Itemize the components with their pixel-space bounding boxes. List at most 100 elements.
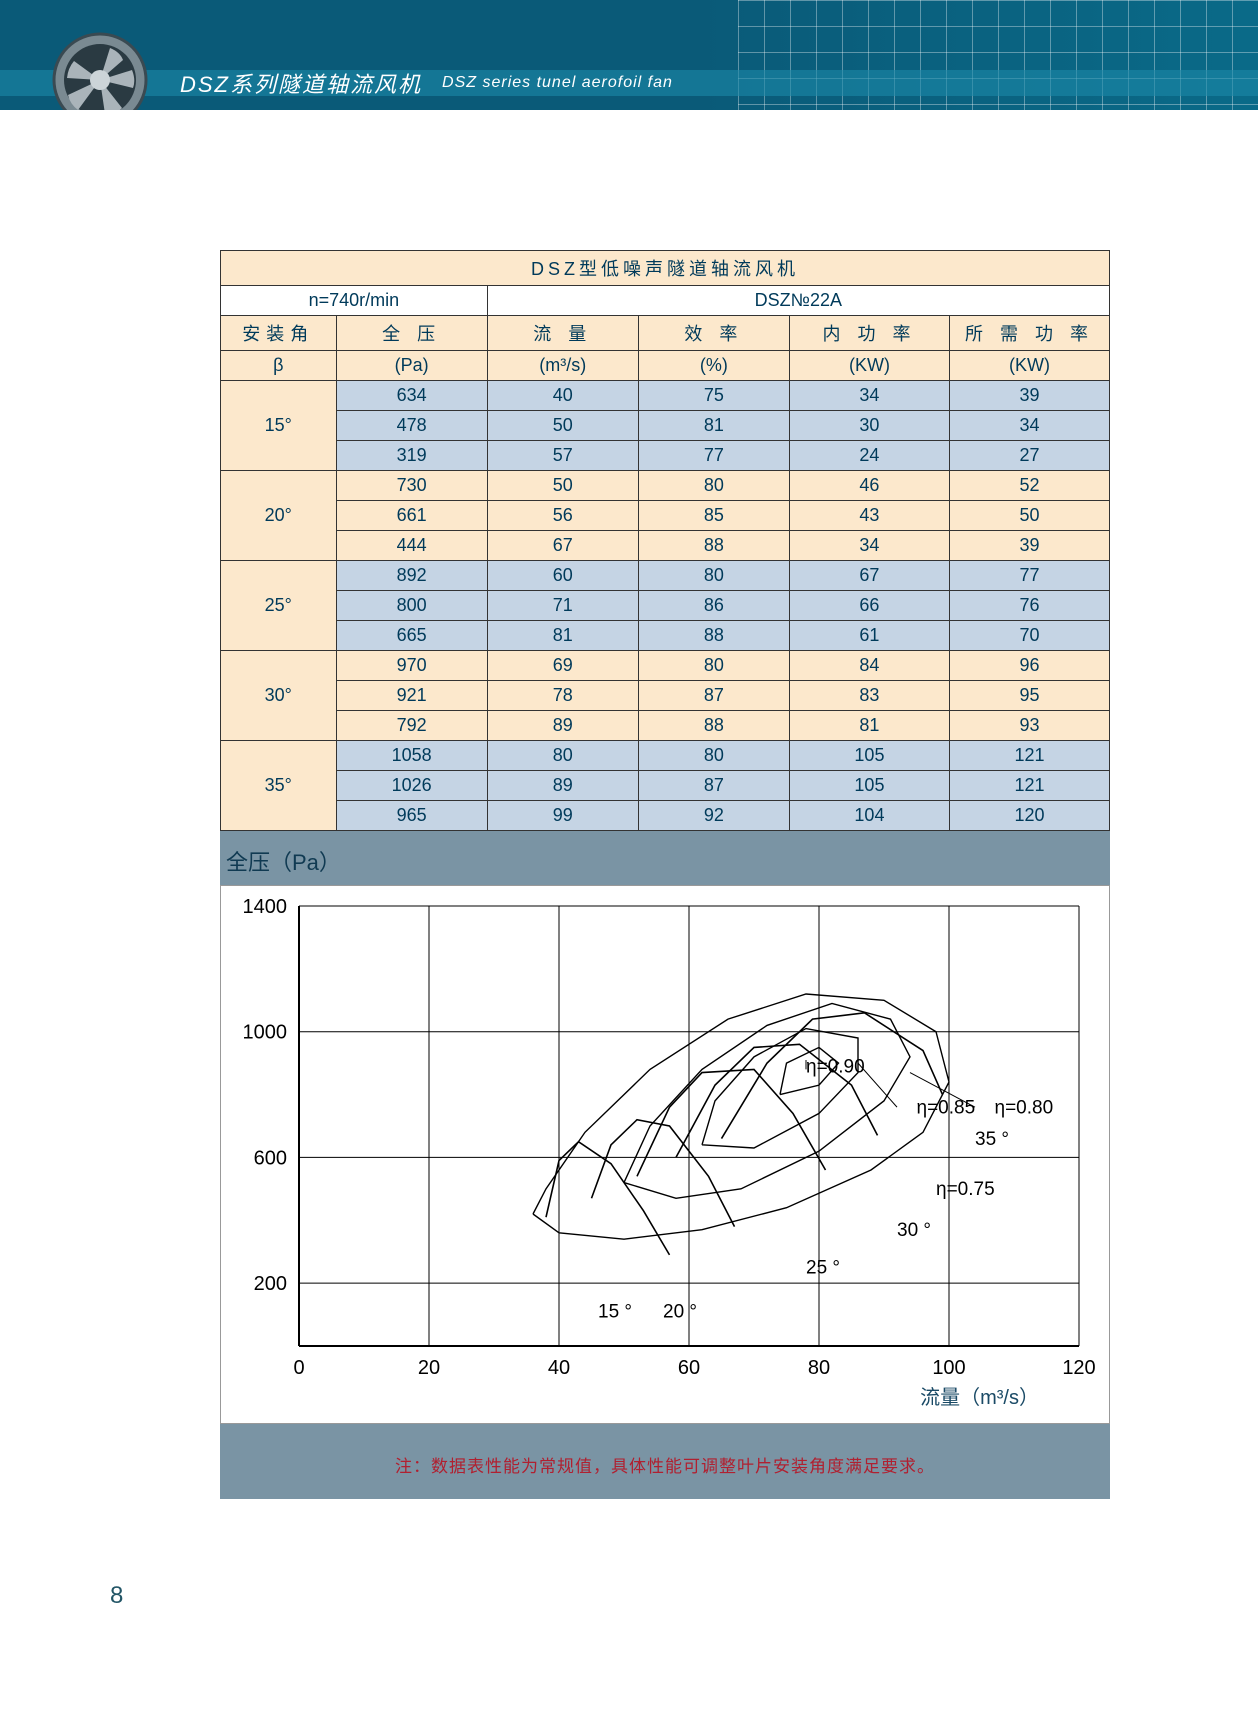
data-cell: 121 — [949, 771, 1109, 801]
col-header: 全 压 — [336, 316, 487, 351]
data-cell: 89 — [487, 771, 638, 801]
table-speed: n=740r/min — [221, 286, 488, 316]
page-number: 8 — [110, 1582, 123, 1610]
data-cell: 892 — [336, 561, 487, 591]
svg-text:40: 40 — [548, 1357, 570, 1379]
data-cell: 24 — [789, 441, 949, 471]
data-cell: 61 — [789, 621, 949, 651]
data-cell: 1058 — [336, 741, 487, 771]
table-row: 31957772427 — [221, 441, 1110, 471]
content-panel: DSZ型低噪声隧道轴流风机 n=740r/min DSZ№22A 安装角全 压流… — [220, 250, 1110, 1499]
data-cell: 444 — [336, 531, 487, 561]
data-cell: 70 — [949, 621, 1109, 651]
data-cell: 478 — [336, 411, 487, 441]
data-cell: 27 — [949, 441, 1109, 471]
data-cell: 92 — [638, 801, 789, 831]
angle-cell: 20° — [221, 471, 337, 561]
svg-text:1000: 1000 — [243, 1022, 288, 1044]
angle-cell: 35° — [221, 741, 337, 831]
svg-text:20 °: 20 ° — [663, 1302, 697, 1323]
footnote: 注：数据表性能为常规值，具体性能可调整叶片安装角度满足要求。 — [220, 1424, 1110, 1499]
svg-text:80: 80 — [808, 1357, 830, 1379]
data-cell: 34 — [789, 381, 949, 411]
data-cell: 81 — [638, 411, 789, 441]
table-row: 47850813034 — [221, 411, 1110, 441]
data-cell: 43 — [789, 501, 949, 531]
data-cell: 965 — [336, 801, 487, 831]
svg-text:0: 0 — [293, 1357, 304, 1379]
data-cell: 105 — [789, 771, 949, 801]
data-cell: 634 — [336, 381, 487, 411]
data-cell: 77 — [638, 441, 789, 471]
data-cell: 80 — [487, 741, 638, 771]
header-title-cn: DSZ系列隧道轴流风机 — [180, 67, 422, 99]
svg-text:600: 600 — [254, 1147, 287, 1169]
data-cell: 1026 — [336, 771, 487, 801]
data-cell: 40 — [487, 381, 638, 411]
data-cell: 60 — [487, 561, 638, 591]
data-cell: 52 — [949, 471, 1109, 501]
data-cell: 319 — [336, 441, 487, 471]
data-cell: 80 — [638, 741, 789, 771]
col-header: 流 量 — [487, 316, 638, 351]
data-cell: 34 — [949, 411, 1109, 441]
data-cell: 57 — [487, 441, 638, 471]
data-cell: 34 — [789, 531, 949, 561]
data-cell: 120 — [949, 801, 1109, 831]
table-row: 9659992104120 — [221, 801, 1110, 831]
table-row: 79289888193 — [221, 711, 1110, 741]
data-cell: 80 — [638, 651, 789, 681]
data-cell: 46 — [789, 471, 949, 501]
data-cell: 800 — [336, 591, 487, 621]
angle-cell: 30° — [221, 651, 337, 741]
table-row: 30°97069808496 — [221, 651, 1110, 681]
data-cell: 88 — [638, 711, 789, 741]
data-cell: 77 — [949, 561, 1109, 591]
col-header: 所 需 功 率 — [949, 316, 1109, 351]
data-cell: 104 — [789, 801, 949, 831]
svg-text:流量（m³/s）: 流量（m³/s） — [920, 1386, 1039, 1409]
svg-text:η=0.80: η=0.80 — [995, 1097, 1054, 1118]
header-title-en: DSZ series tunel aerofoil fan — [442, 74, 673, 92]
data-cell: 78 — [487, 681, 638, 711]
svg-text:20: 20 — [418, 1357, 440, 1379]
svg-text:1400: 1400 — [243, 896, 288, 918]
chart-container: 02040608010012020060010001400流量（m³/s）η=0… — [220, 885, 1110, 1424]
table-model: DSZ№22A — [487, 286, 1109, 316]
svg-text:η=0.85: η=0.85 — [917, 1097, 976, 1118]
data-cell: 85 — [638, 501, 789, 531]
data-cell: 87 — [638, 771, 789, 801]
chart-y-label: 全压（Pa） — [220, 831, 1110, 885]
data-cell: 96 — [949, 651, 1109, 681]
table-row: 92178878395 — [221, 681, 1110, 711]
table-row: 35°10588080105121 — [221, 741, 1110, 771]
svg-text:200: 200 — [254, 1273, 287, 1295]
data-cell: 87 — [638, 681, 789, 711]
col-unit: (m³/s) — [487, 351, 638, 381]
page-header: DSZ系列隧道轴流风机 DSZ series tunel aerofoil fa… — [0, 0, 1258, 110]
svg-text:35 °: 35 ° — [975, 1129, 1009, 1150]
col-header: 内 功 率 — [789, 316, 949, 351]
svg-text:η=0.90: η=0.90 — [806, 1057, 865, 1078]
data-cell: 665 — [336, 621, 487, 651]
data-cell: 88 — [638, 621, 789, 651]
svg-text:120: 120 — [1062, 1357, 1095, 1379]
data-cell: 50 — [949, 501, 1109, 531]
data-cell: 30 — [789, 411, 949, 441]
data-cell: 39 — [949, 381, 1109, 411]
data-cell: 83 — [789, 681, 949, 711]
col-unit: (Pa) — [336, 351, 487, 381]
angle-cell: 15° — [221, 381, 337, 471]
svg-text:15 °: 15 ° — [598, 1302, 632, 1323]
data-cell: 67 — [789, 561, 949, 591]
data-cell: 75 — [638, 381, 789, 411]
data-cell: 921 — [336, 681, 487, 711]
data-cell: 89 — [487, 711, 638, 741]
table-row: 44467883439 — [221, 531, 1110, 561]
table-title: DSZ型低噪声隧道轴流风机 — [221, 251, 1110, 286]
table-row: 20°73050804652 — [221, 471, 1110, 501]
data-cell: 81 — [789, 711, 949, 741]
data-cell: 99 — [487, 801, 638, 831]
data-cell: 95 — [949, 681, 1109, 711]
col-unit: (KW) — [949, 351, 1109, 381]
